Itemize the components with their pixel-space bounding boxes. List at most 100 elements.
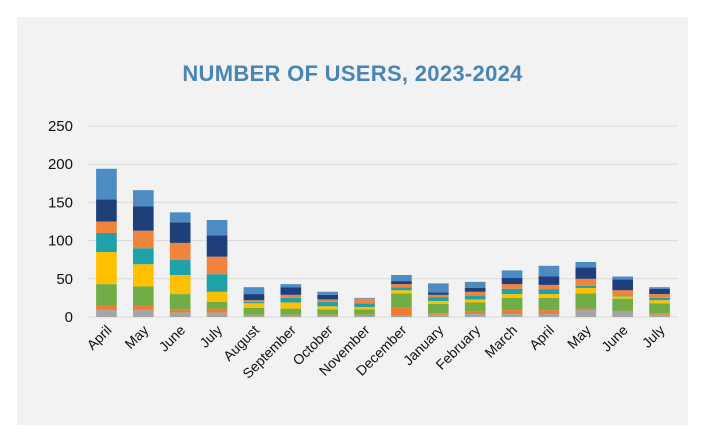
- bar-segment: [169, 312, 191, 317]
- bar-segment: [206, 256, 228, 275]
- chart-title: NUMBER OF USERS, 2023-2024: [182, 61, 523, 86]
- bar-segment: [354, 297, 375, 299]
- y-tick-label: 100: [48, 233, 73, 250]
- bar-segment: [169, 212, 191, 223]
- y-tick-label: 50: [56, 271, 73, 288]
- bar-segment: [464, 313, 486, 317]
- x-category-label: May: [564, 322, 594, 352]
- bar-segment: [280, 314, 302, 316]
- bar-segment: [612, 276, 634, 280]
- bar-segment: [280, 287, 302, 295]
- bar-segment: [427, 313, 449, 315]
- y-tick-label: 0: [65, 309, 73, 326]
- bar-segment: [317, 291, 339, 295]
- bar-segment: [132, 305, 154, 311]
- bar-segment: [427, 304, 449, 314]
- bar-segment: [354, 303, 375, 308]
- bar-segment: [280, 315, 302, 317]
- bar-segment: [575, 293, 597, 309]
- bar-segment: [317, 306, 339, 310]
- bar-segment: [169, 259, 191, 275]
- x-category-label: July: [196, 322, 225, 351]
- bar-segment: [169, 274, 191, 295]
- bar-segment: [501, 313, 523, 317]
- bar-segment: [649, 288, 670, 295]
- bar-segment: [427, 314, 449, 317]
- bar-segment: [354, 309, 375, 315]
- bar-segment: [243, 303, 265, 308]
- x-category-label: July: [639, 322, 668, 351]
- bar-segment: [96, 284, 117, 306]
- bar-segment: [464, 295, 486, 300]
- bar-segment: [649, 294, 670, 298]
- chart-panel: NUMBER OF USERS, 2023-2024: [17, 17, 688, 425]
- bar-segment: [132, 264, 154, 287]
- bar-segment: [612, 295, 634, 297]
- bar-segment: [538, 297, 560, 311]
- bar-segment: [206, 235, 228, 257]
- x-category-label: April: [83, 322, 114, 353]
- bar-segment: [575, 278, 597, 286]
- bar-segment: [96, 252, 117, 285]
- bar-segment: [317, 315, 339, 317]
- bar-segment: [280, 294, 302, 298]
- bar-segment: [464, 311, 486, 314]
- bar-segment: [649, 287, 670, 289]
- bar-segment: [206, 308, 228, 313]
- bar-segment: [575, 267, 597, 279]
- bar-segment: [391, 307, 412, 316]
- bar-segment: [464, 302, 486, 312]
- bar-segment: [206, 219, 228, 236]
- x-category-label: June: [156, 322, 189, 355]
- bar-segment: [243, 300, 265, 302]
- bar-segment: [280, 297, 302, 303]
- bar-segment: [391, 284, 412, 288]
- bar-segment: [649, 313, 670, 315]
- bar-segment: [464, 287, 486, 292]
- bar-segment: [132, 248, 154, 265]
- bar-segment: [243, 314, 265, 316]
- bar-segment: [575, 308, 597, 311]
- bar-segment: [169, 294, 191, 310]
- y-tick-label: 200: [48, 156, 73, 173]
- bar-segment: [501, 310, 523, 314]
- bar-segment: [538, 276, 560, 285]
- bar-segment: [612, 296, 634, 299]
- bar-segment: [391, 293, 412, 308]
- bar-segment: [243, 307, 265, 315]
- bar-segment: [649, 297, 670, 301]
- bar-segment: [538, 310, 560, 314]
- bar-segment: [96, 310, 117, 317]
- bar-segment: [132, 230, 154, 249]
- bar-segment: [243, 315, 265, 317]
- bar-segment: [575, 285, 597, 288]
- x-category-label: April: [526, 322, 557, 353]
- bar-segment: [169, 242, 191, 260]
- bar-segment: [427, 292, 449, 295]
- bar-segment: [280, 284, 302, 288]
- bar-segment: [243, 294, 265, 301]
- bar-segment: [501, 278, 523, 285]
- x-category-label: March: [481, 322, 520, 361]
- bar-segment: [96, 232, 117, 253]
- bar-segment: [538, 294, 560, 298]
- bar-segment: [427, 283, 449, 293]
- bar-segment: [206, 312, 228, 317]
- bar-segment: [317, 299, 339, 302]
- bar-segment: [317, 314, 339, 316]
- x-category-label: June: [598, 322, 631, 355]
- bar-segment: [96, 199, 117, 222]
- bar-segment: [354, 314, 375, 316]
- y-tick-label: 250: [48, 118, 73, 135]
- bar-segment: [243, 287, 265, 295]
- bar-segment: [243, 301, 265, 304]
- bar-segment: [132, 190, 154, 207]
- bar-segment: [501, 284, 523, 289]
- bar-segment: [427, 297, 449, 301]
- bar-segment: [427, 294, 449, 298]
- bar-segment: [354, 298, 375, 304]
- bar-segment: [132, 206, 154, 231]
- bar-segment: [538, 289, 560, 295]
- bar-segment: [538, 313, 560, 317]
